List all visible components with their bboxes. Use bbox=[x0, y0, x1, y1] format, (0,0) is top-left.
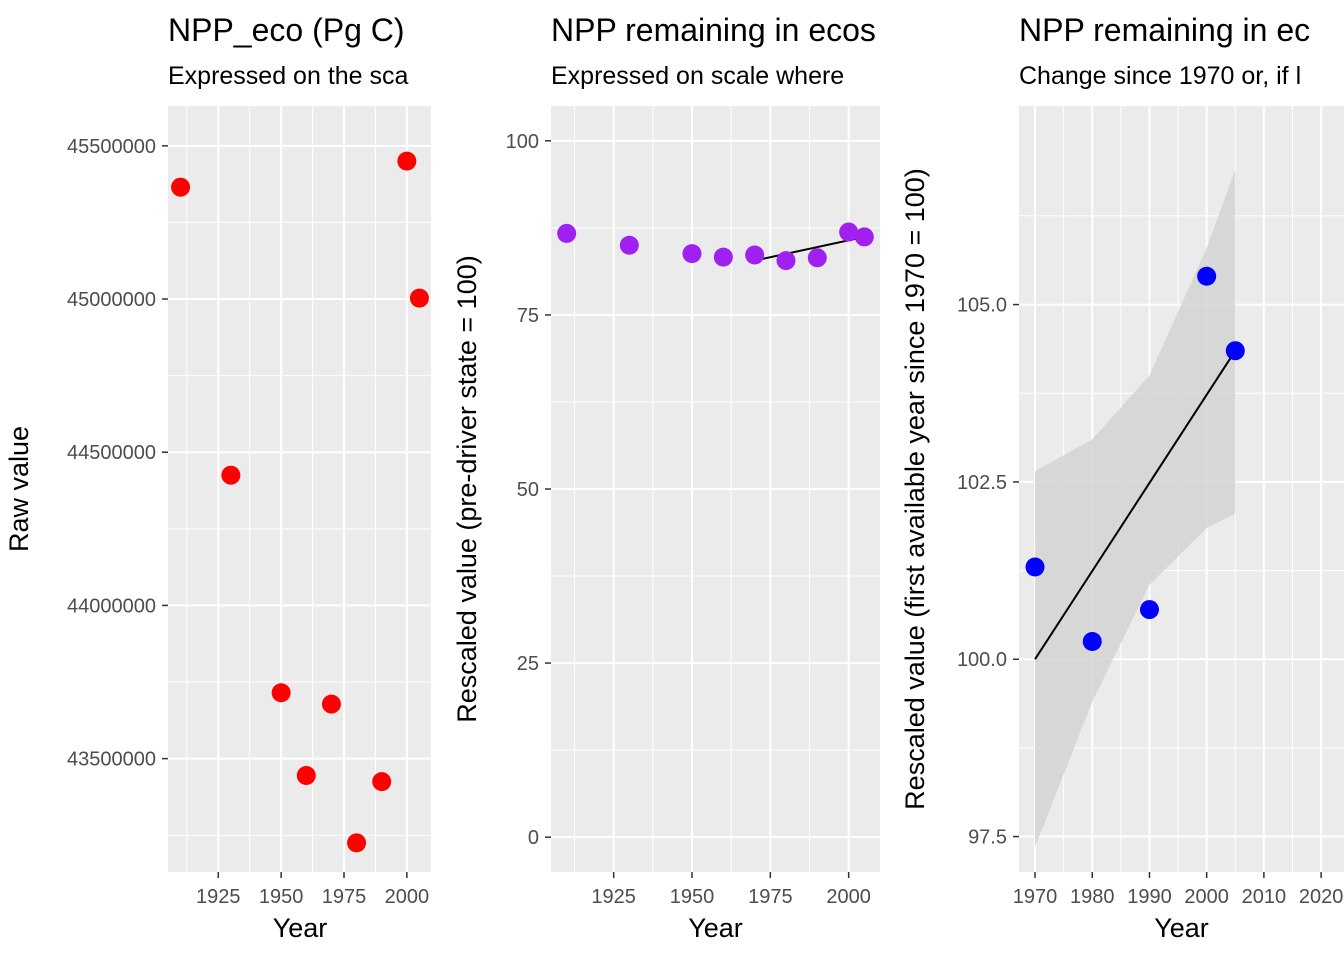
x-axis-label: Year bbox=[273, 913, 328, 943]
x-axis-label: Year bbox=[688, 913, 743, 943]
y-tick-label: 50 bbox=[517, 479, 539, 501]
plot-background bbox=[168, 106, 431, 872]
y-tick-label: 75 bbox=[517, 305, 539, 327]
y-tick-label: 102.5 bbox=[957, 472, 1007, 494]
y-tick-label: 43500000 bbox=[67, 749, 156, 771]
data-point bbox=[839, 222, 859, 242]
x-tick-label: 2010 bbox=[1242, 886, 1287, 908]
y-tick-label: 25 bbox=[517, 653, 539, 675]
y-tick-label: 97.5 bbox=[968, 827, 1007, 849]
data-point bbox=[171, 177, 191, 197]
data-point bbox=[1139, 600, 1159, 620]
data-point bbox=[397, 151, 417, 171]
chart-subtitle: Expressed on scale where bbox=[551, 62, 844, 90]
x-tick-label: 2020 bbox=[1299, 886, 1344, 908]
y-tick-label: 100 bbox=[506, 131, 539, 153]
data-point bbox=[1082, 631, 1102, 651]
data-point bbox=[347, 833, 367, 853]
chart-subtitle: Expressed on the sca bbox=[168, 62, 409, 90]
data-point bbox=[221, 465, 241, 485]
data-point bbox=[409, 288, 429, 308]
data-point bbox=[1197, 266, 1217, 286]
data-point bbox=[1225, 341, 1245, 361]
data-point bbox=[807, 248, 827, 268]
x-tick-label: 1950 bbox=[670, 886, 715, 908]
data-point bbox=[745, 245, 765, 265]
chart-subtitle: Change since 1970 or, if l bbox=[1019, 62, 1301, 90]
y-tick-label: 100.0 bbox=[957, 649, 1007, 671]
data-point bbox=[296, 765, 316, 785]
chart-title: NPP_eco (Pg C) bbox=[168, 12, 405, 48]
trend-line bbox=[1034, 350, 1237, 660]
x-tick-label: 1990 bbox=[1127, 886, 1172, 908]
y-axis-label: Rescaled value (first available year sin… bbox=[900, 168, 930, 810]
data-point bbox=[776, 251, 796, 271]
data-point bbox=[619, 235, 639, 255]
x-tick-label: 1975 bbox=[748, 886, 793, 908]
y-tick-label: 105.0 bbox=[957, 295, 1007, 317]
data-point bbox=[271, 683, 291, 703]
x-tick-label: 2000 bbox=[385, 886, 430, 908]
data-point bbox=[557, 223, 577, 243]
y-tick-label: 45000000 bbox=[67, 289, 156, 311]
panel-npp-rescaled-pre-driver: 1925 1950 1975 2000 0 25 50 75 100 NPP remaining … bbox=[452, 12, 880, 943]
chart-title: NPP remaining in ecos bbox=[551, 12, 876, 48]
panel-npp-rescaled-1970: 1970 1980 1990 2000 2010 2020 97.5 100.0 102.5 10… bbox=[900, 12, 1344, 943]
data-point bbox=[372, 772, 392, 792]
y-tick-label: 45500000 bbox=[67, 136, 156, 158]
data-point bbox=[854, 227, 874, 247]
data-point bbox=[1025, 557, 1045, 577]
x-axis-label: Year bbox=[1154, 913, 1209, 943]
y-axis-label: Raw value bbox=[4, 426, 34, 552]
chart-title: NPP remaining in ec bbox=[1019, 12, 1310, 48]
y-axis-label: Rescaled value (pre-driver state = 100) bbox=[452, 255, 482, 722]
x-tick-label: 1975 bbox=[322, 886, 367, 908]
x-tick-label: 1950 bbox=[259, 886, 304, 908]
x-tick-label: 1925 bbox=[196, 886, 241, 908]
data-point bbox=[321, 694, 341, 714]
y-tick-label: 44500000 bbox=[67, 442, 156, 464]
x-tick-label: 2000 bbox=[826, 886, 871, 908]
x-tick-label: 1925 bbox=[591, 886, 636, 908]
confidence-band bbox=[1035, 169, 1236, 848]
data-point bbox=[682, 244, 702, 264]
y-tick-label: 44000000 bbox=[67, 595, 156, 617]
data-point bbox=[713, 247, 733, 267]
x-tick-label: 1980 bbox=[1070, 886, 1115, 908]
x-tick-label: 2000 bbox=[1184, 886, 1229, 908]
y-tick-label: 0 bbox=[528, 827, 539, 849]
panel-npp-eco-raw: 1925 1950 1975 2000 43500000 44000000 44500000… bbox=[4, 12, 431, 943]
x-tick-label: 1970 bbox=[1013, 886, 1058, 908]
